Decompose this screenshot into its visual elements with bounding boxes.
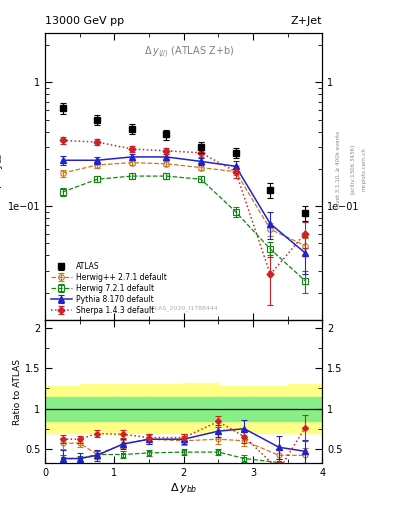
Text: ATLAS_2020_I1788444: ATLAS_2020_I1788444: [148, 306, 219, 311]
Text: Rivet 3.1.10, ≥ 400k events: Rivet 3.1.10, ≥ 400k events: [336, 131, 341, 207]
Text: mcplots.cern.ch: mcplots.cern.ch: [362, 147, 367, 191]
Y-axis label: Ratio to ATLAS: Ratio to ATLAS: [13, 359, 22, 424]
Legend: ATLAS, Herwig++ 2.7.1 default, Herwig 7.2.1 default, Pythia 8.170 default, Sherp: ATLAS, Herwig++ 2.7.1 default, Herwig 7.…: [49, 261, 168, 316]
X-axis label: $\Delta\,y_{bb}$: $\Delta\,y_{bb}$: [170, 481, 197, 495]
Y-axis label: $d\sigma/d\Delta\,y_{bb}$: $d\sigma/d\Delta\,y_{bb}$: [0, 152, 5, 201]
Text: [arXiv:1306.3436]: [arXiv:1306.3436]: [350, 144, 355, 194]
Text: Z+Jet: Z+Jet: [291, 16, 322, 26]
Text: $\Delta\,y_{(jj)}$ (ATLAS Z+b): $\Delta\,y_{(jj)}$ (ATLAS Z+b): [144, 45, 235, 60]
Text: 13000 GeV pp: 13000 GeV pp: [45, 16, 124, 26]
